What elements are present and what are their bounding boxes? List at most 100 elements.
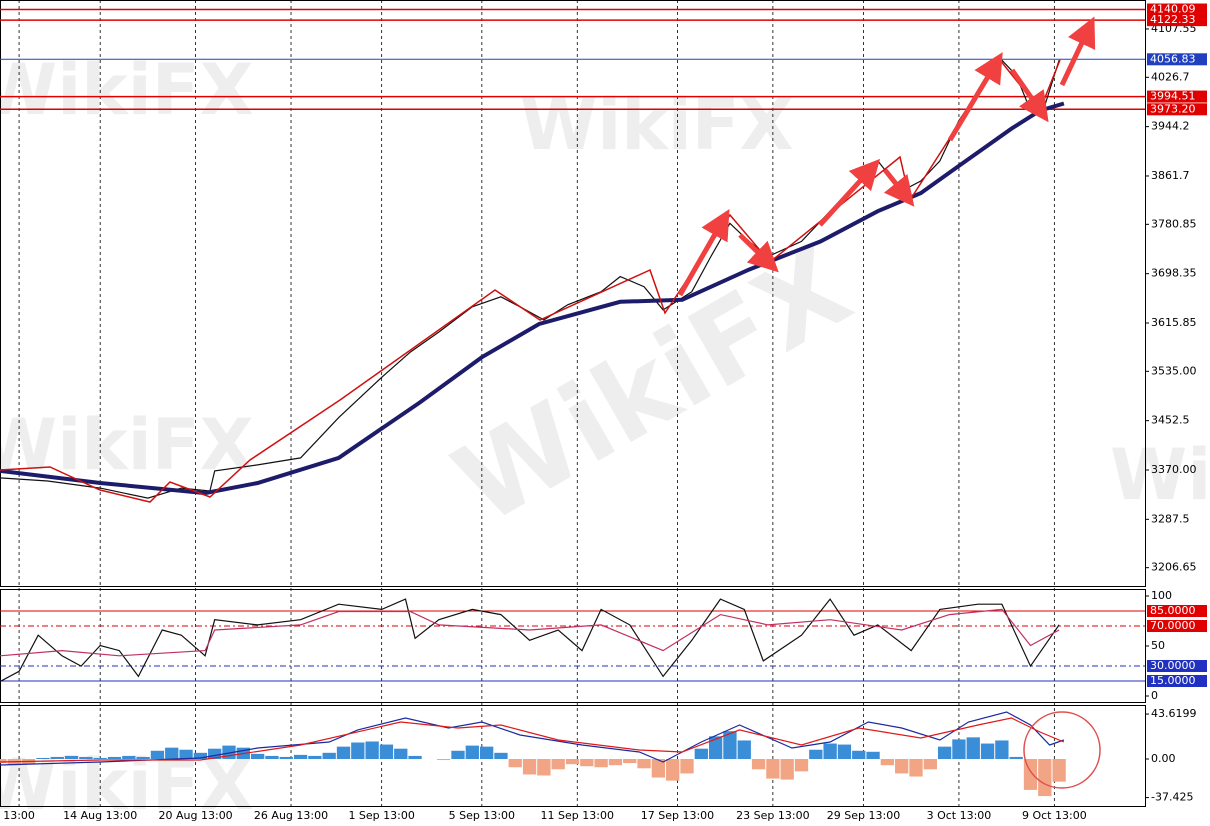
histogram-bar: [279, 756, 293, 760]
x-tick-label: 3 Oct 13:00: [927, 809, 992, 822]
histogram-bar: [408, 755, 422, 760]
histogram-bar: [208, 748, 222, 760]
x-tick-label: 20 Aug 13:00: [159, 809, 233, 822]
y-tick-label: 3452.5: [1151, 414, 1190, 427]
x-tick-label: 11 Sep 13:00: [541, 809, 614, 822]
histogram-bar: [322, 752, 336, 760]
histogram-bar: [522, 759, 537, 775]
histogram-bar: [780, 759, 794, 780]
y-tick-label: 3370.00: [1151, 463, 1197, 476]
histogram-bar: [937, 746, 952, 760]
x-tick-label: 29 Sep 13:00: [827, 809, 900, 822]
histogram-bar: [980, 743, 995, 760]
series-line: [0, 711, 1065, 766]
level-label-box: [1147, 675, 1207, 687]
highlight-circle: [1023, 711, 1101, 789]
histogram-bar: [122, 755, 136, 760]
histogram-bar: [666, 759, 680, 781]
histogram-bar: [966, 737, 980, 760]
arrows: [677, 16, 1096, 297]
y-tick-label: 3206.65: [1151, 561, 1197, 574]
x-tick-label: 17 Sep 13:00: [641, 809, 714, 822]
histogram-bar: [136, 756, 150, 760]
histogram-bar: [79, 756, 93, 760]
level-label: 30.0000: [1150, 659, 1196, 672]
panel-frame: [0, 0, 1146, 587]
histogram-bar: [93, 757, 107, 760]
histogram-bar: [809, 749, 823, 760]
histogram-bar: [895, 759, 909, 774]
histogram-bar: [1038, 759, 1052, 797]
histogram-bar: [837, 744, 852, 760]
y-tick-label: 4026.7: [1151, 70, 1190, 83]
histogram-bar: [923, 759, 937, 770]
histogram-bar: [551, 759, 565, 770]
histogram-bar: [866, 751, 880, 760]
y-tick-label: 43.6199: [1151, 707, 1197, 720]
level-label: 15.0000: [1150, 674, 1196, 687]
x-tick-label: 1 Sep 13:00: [348, 809, 414, 822]
y-tick-label: 3944.2: [1151, 120, 1190, 133]
series-line: [0, 608, 1060, 657]
x-tick-label: 5 Sep 13:00: [449, 809, 515, 822]
histogram-bar: [479, 746, 494, 760]
histogram-bar: [608, 759, 623, 766]
histogram-bar: [1052, 759, 1066, 782]
level-label: 70.0000: [1150, 619, 1196, 632]
level-label-box: [1147, 605, 1207, 617]
histogram-bar: [909, 759, 923, 777]
histogram-bar: [594, 759, 608, 768]
level-label-box: [1147, 3, 1207, 16]
y-tick-label: 0: [1151, 689, 1158, 702]
series-line: [0, 101, 1065, 496]
histogram-bar: [379, 744, 394, 760]
histogram-bar: [179, 749, 193, 760]
histogram-bar: [766, 759, 780, 779]
level-label: 4122.33: [1150, 13, 1196, 26]
histogram-bar: [565, 759, 580, 765]
histogram-bar: [580, 759, 594, 767]
level-label: 3994.51: [1150, 90, 1196, 103]
watermark: WikiFX: [1110, 434, 1210, 516]
y-tick-label: 3861.7: [1151, 169, 1190, 182]
histogram-bar: [336, 746, 351, 760]
histogram-bar: [394, 748, 408, 760]
watermark: WikiFX: [0, 404, 254, 486]
level-label-box: [1147, 90, 1207, 103]
level-label: 4140.09: [1150, 3, 1196, 16]
y-tick-label: 3535.00: [1151, 364, 1197, 377]
histogram-bar: [36, 757, 50, 760]
histogram-bar: [437, 759, 451, 761]
series-line: [0, 598, 1060, 683]
x-tick-label: 26 Aug 13:00: [254, 809, 328, 822]
y-tick-label: 3615.85: [1151, 316, 1197, 329]
histogram-bar: [637, 759, 651, 769]
histogram-bar: [537, 759, 551, 776]
histogram-bar: [308, 755, 322, 760]
histogram-bar: [465, 745, 479, 760]
histogram-bar: [651, 759, 666, 778]
histogram-bar: [351, 742, 365, 760]
histogram-bar: [751, 759, 766, 770]
histogram-bar: [365, 741, 379, 760]
histogram-bar: [250, 753, 265, 760]
histogram-bar: [265, 755, 279, 760]
histogram-bar: [880, 759, 895, 766]
level-label: 4056.83: [1150, 52, 1196, 65]
level-label: 85.0000: [1150, 604, 1196, 617]
histogram-bar: [107, 756, 122, 760]
histogram-bar: [451, 750, 465, 760]
histogram-bar: [995, 740, 1009, 760]
histogram-bar: [50, 756, 64, 760]
panel-frame: [0, 705, 1146, 807]
x-tick-label: 9 Oct 13:00: [1022, 809, 1087, 822]
level-label-box: [1147, 53, 1207, 66]
y-tick-label: 3698.35: [1151, 267, 1197, 280]
histogram-bar: [508, 759, 522, 768]
histogram-bar: [823, 743, 837, 760]
histogram-bar: [623, 759, 637, 764]
histogram-bar: [694, 748, 708, 760]
level-label-box: [1147, 660, 1207, 672]
